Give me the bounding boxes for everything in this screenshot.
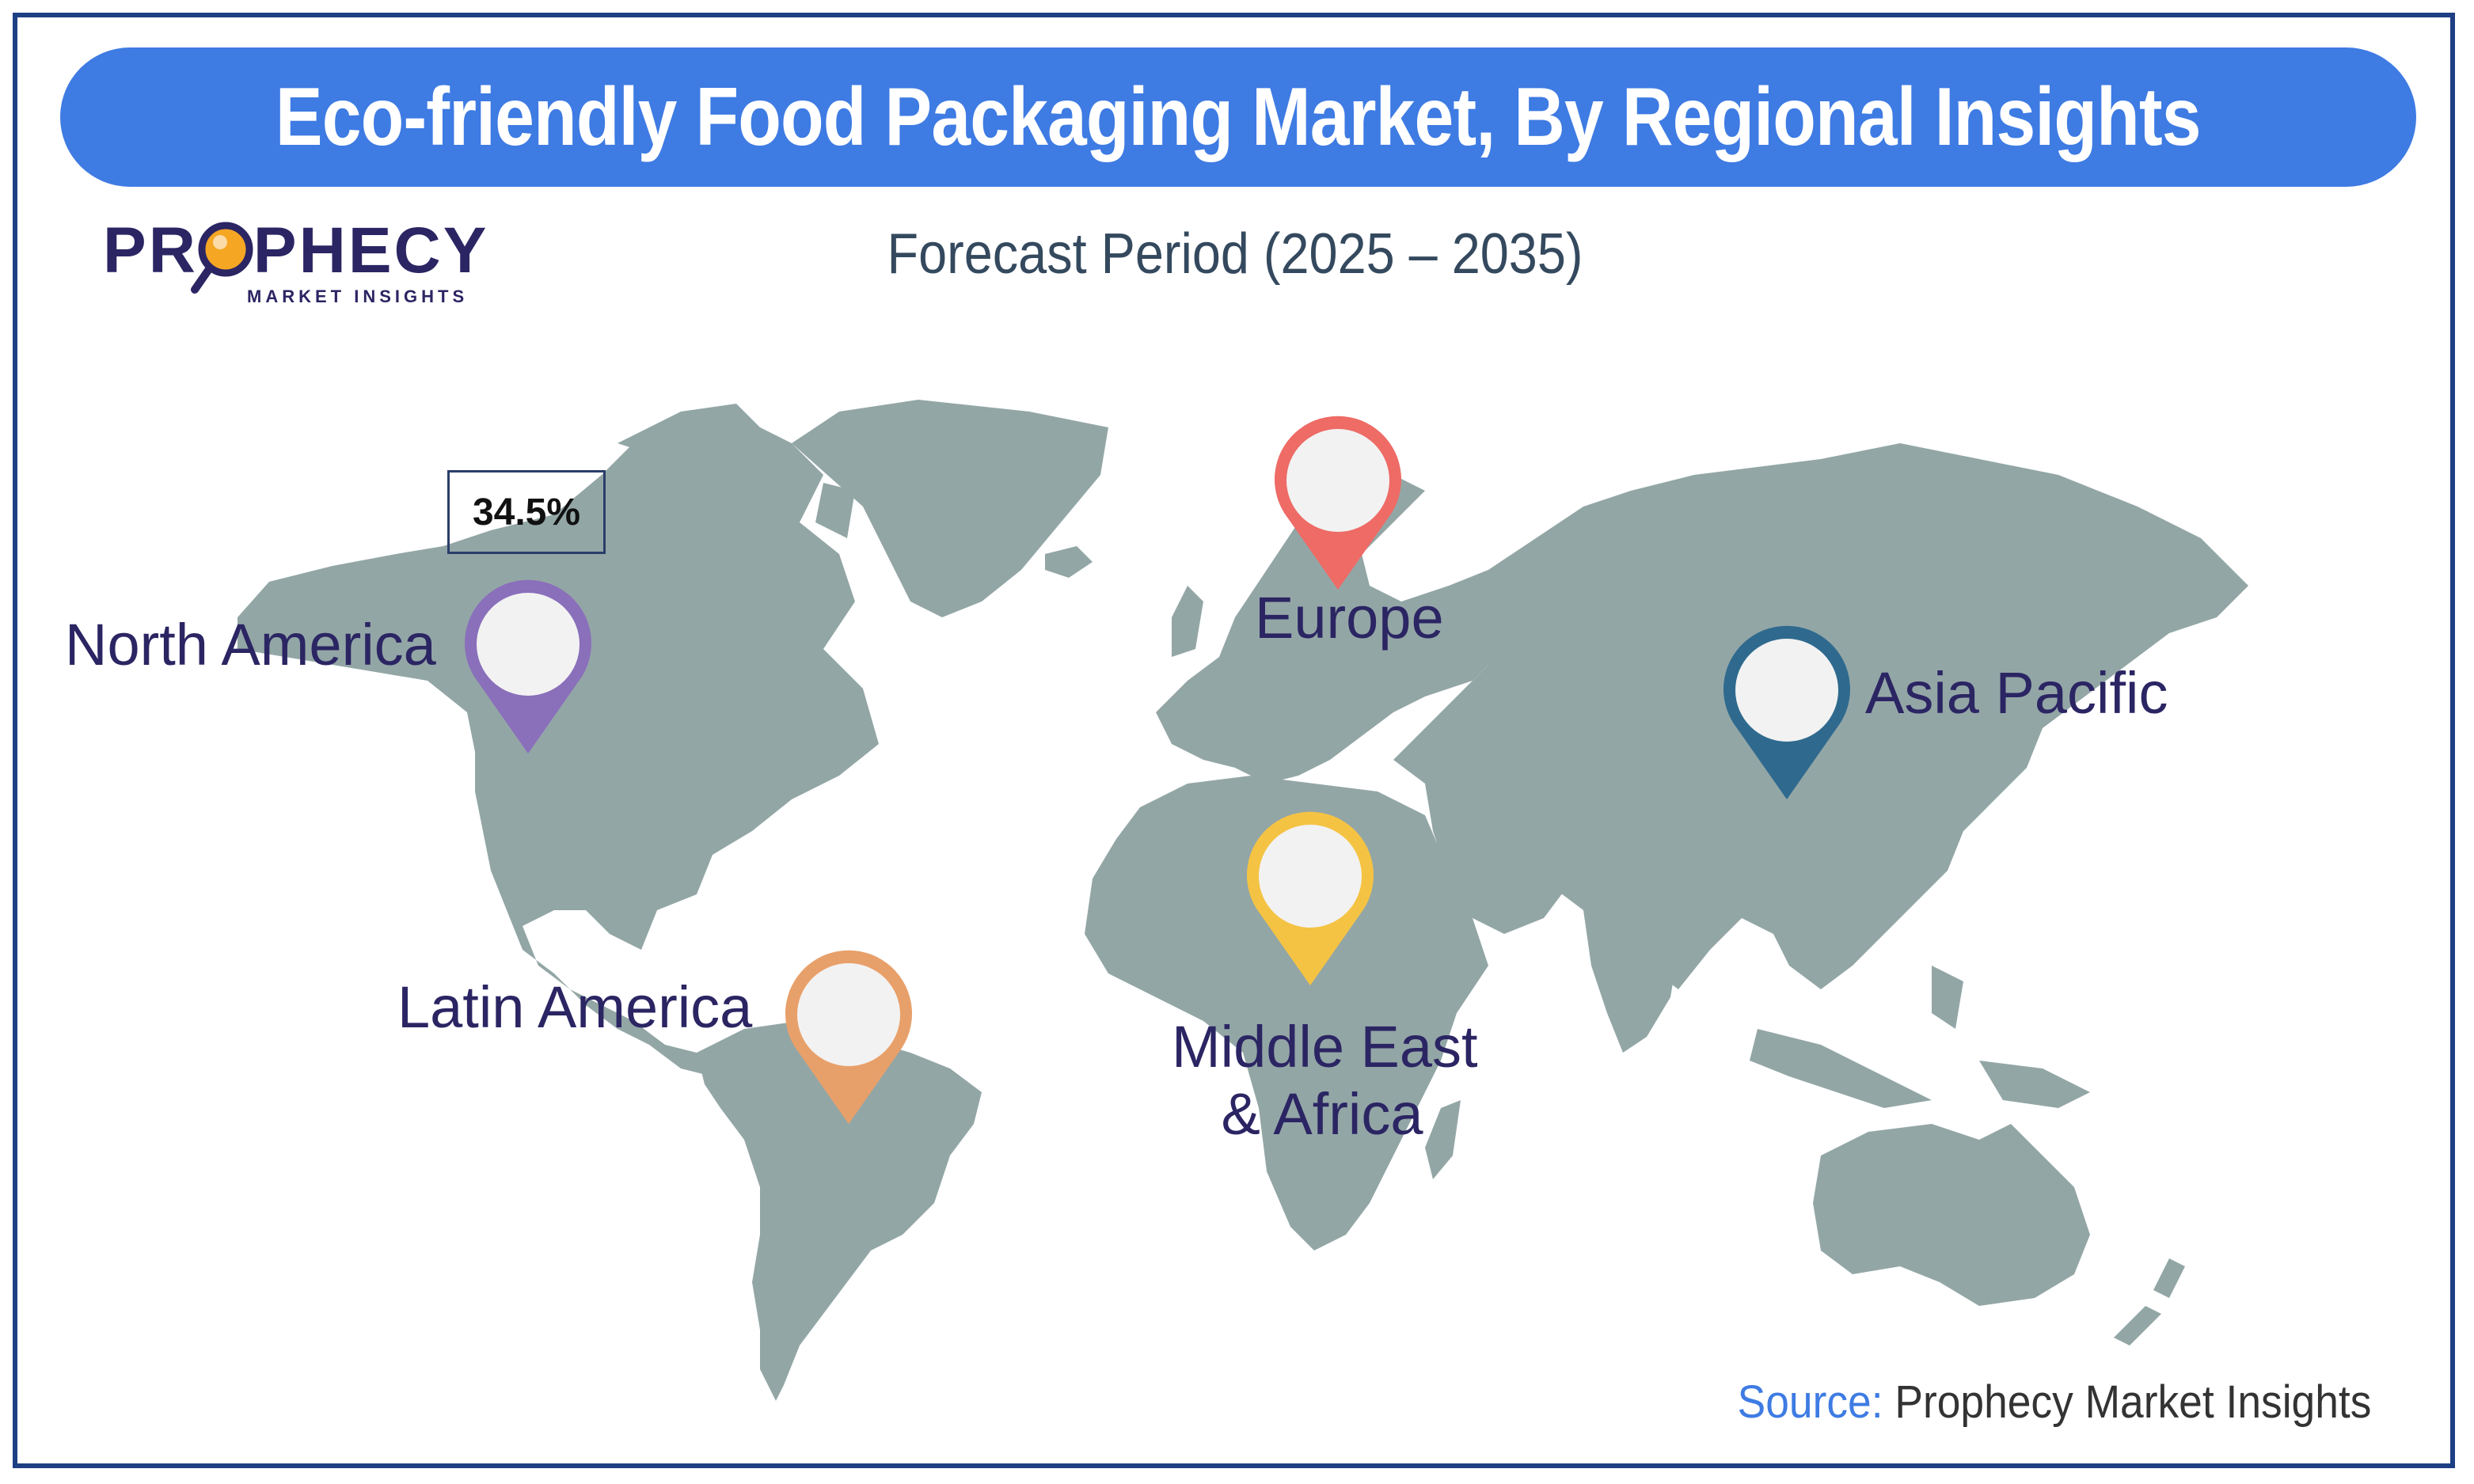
label-middle-east-africa-line1: Middle East — [1172, 1014, 1478, 1080]
pin-europe[interactable] — [1275, 416, 1401, 590]
landmass-iceland — [1045, 546, 1093, 578]
landmass-north-america — [238, 419, 879, 1076]
pin-north-america-center — [477, 593, 580, 696]
landmass-madagascar — [1425, 1100, 1461, 1179]
pin-middle-east-africa[interactable] — [1247, 811, 1374, 985]
landmass-greenland — [792, 400, 1108, 617]
source-label: Source: — [1737, 1376, 1883, 1428]
pin-north-america[interactable] — [464, 579, 591, 753]
landmass-arctic-islands — [618, 404, 855, 538]
label-asia-pacific: Asia Pacific — [1865, 660, 2168, 726]
logo-word-right: PHECY — [253, 214, 489, 287]
landmass-uk — [1172, 586, 1203, 657]
brand-logo: PR PHECY MARKET INSIGHTS — [103, 214, 499, 317]
logo-word-left: PR — [103, 214, 198, 287]
label-middle-east-africa: Middle East & Africa — [1172, 1013, 1478, 1148]
pin-latin-america[interactable] — [785, 950, 912, 1124]
page-title: Eco-friendly Food Packaging Market, By R… — [276, 70, 2202, 163]
label-latin-america: Latin America — [397, 974, 753, 1040]
pin-asia-pacific[interactable] — [1723, 625, 1850, 799]
pin-europe-center — [1286, 429, 1389, 532]
source-value: Prophecy Market Insights — [1883, 1376, 2371, 1428]
label-north-america: North America — [65, 612, 436, 677]
landmass-new-zealand — [2114, 1258, 2185, 1345]
label-europe: Europe — [1255, 585, 1444, 651]
landmass-japan — [1932, 736, 2003, 855]
landmass-europe — [1156, 475, 1504, 784]
land-masses — [238, 400, 2248, 1401]
label-middle-east-africa-line2: & Africa — [1221, 1081, 1423, 1148]
landmass-south-america — [697, 1021, 982, 1401]
logo-tagline: MARKET INSIGHTS — [247, 287, 469, 306]
pin-latin-america-center — [797, 963, 900, 1066]
title-banner: Eco-friendly Food Packaging Market, By R… — [60, 47, 2416, 187]
landmass-africa — [1085, 776, 1488, 1251]
forecast-subtitle: Forecast Period (2025 – 2035) — [887, 222, 1583, 286]
pin-asia-pacific-center — [1735, 639, 1838, 742]
landmass-india — [1583, 910, 1678, 1053]
landmass-southeast-asia — [1750, 966, 2090, 1108]
north-america-share-badge: 34.5% — [447, 470, 606, 554]
pin-middle-east-africa-center — [1259, 825, 1362, 928]
logo-wordmark: PR PHECY — [103, 214, 489, 294]
source-credit: Source: Prophecy Market Insights — [1737, 1376, 2371, 1429]
logo-magnifier-icon — [190, 222, 253, 294]
landmass-australia — [1813, 1124, 2090, 1306]
